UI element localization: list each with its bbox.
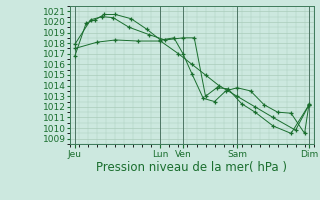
X-axis label: Pression niveau de la mer( hPa ): Pression niveau de la mer( hPa ) xyxy=(97,161,287,174)
